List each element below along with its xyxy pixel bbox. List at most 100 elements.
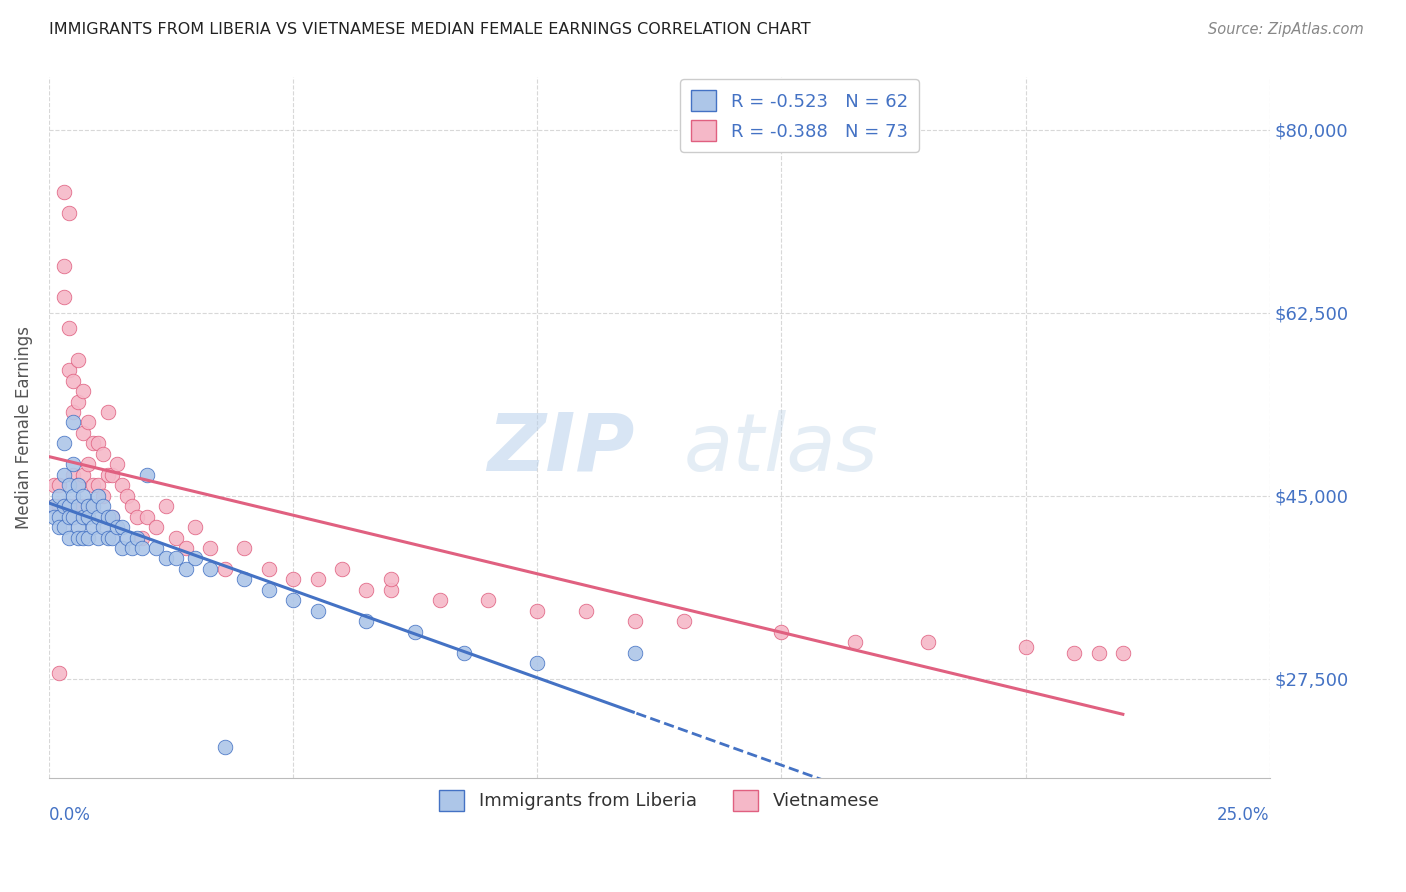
Point — [42, 499, 65, 513]
Point — [48, 509, 70, 524]
Point — [380, 582, 402, 597]
Point — [52, 436, 75, 450]
Point — [42, 499, 65, 513]
Point — [624, 646, 647, 660]
Point — [526, 604, 548, 618]
Text: 25.0%: 25.0% — [1218, 806, 1270, 824]
Point — [72, 467, 94, 482]
Point — [62, 499, 84, 513]
Point — [174, 562, 197, 576]
Point — [87, 509, 110, 524]
Point — [214, 739, 236, 754]
Point — [58, 499, 80, 513]
Point — [91, 520, 114, 534]
Point — [72, 489, 94, 503]
Point — [281, 572, 304, 586]
Point — [97, 509, 120, 524]
Point — [48, 666, 70, 681]
Point — [121, 499, 143, 513]
Point — [198, 541, 221, 555]
Point — [82, 520, 104, 534]
Point — [91, 489, 114, 503]
Point — [52, 499, 75, 513]
Text: Source: ZipAtlas.com: Source: ZipAtlas.com — [1208, 22, 1364, 37]
Point — [233, 541, 256, 555]
Point — [111, 520, 134, 534]
Point — [72, 499, 94, 513]
Point — [198, 562, 221, 576]
Point — [115, 531, 138, 545]
Point — [87, 531, 110, 545]
Point — [52, 520, 75, 534]
Point — [62, 489, 84, 503]
Point — [72, 425, 94, 440]
Point — [77, 416, 100, 430]
Point — [82, 436, 104, 450]
Point — [82, 499, 104, 513]
Point — [155, 551, 177, 566]
Point — [135, 509, 157, 524]
Point — [91, 499, 114, 513]
Point — [87, 489, 110, 503]
Point — [165, 531, 187, 545]
Point — [257, 582, 280, 597]
Point — [48, 478, 70, 492]
Point — [575, 604, 598, 618]
Point — [174, 541, 197, 555]
Point — [125, 509, 148, 524]
Point — [52, 259, 75, 273]
Point — [72, 384, 94, 398]
Point — [105, 520, 128, 534]
Point — [97, 467, 120, 482]
Point — [77, 531, 100, 545]
Point — [453, 646, 475, 660]
Point — [1063, 646, 1085, 660]
Point — [42, 509, 65, 524]
Point — [97, 405, 120, 419]
Point — [48, 499, 70, 513]
Point — [307, 604, 329, 618]
Point — [380, 572, 402, 586]
Point — [58, 321, 80, 335]
Point — [184, 520, 207, 534]
Point — [111, 541, 134, 555]
Point — [105, 458, 128, 472]
Point — [356, 582, 378, 597]
Point — [330, 562, 353, 576]
Point — [101, 531, 124, 545]
Point — [477, 593, 499, 607]
Y-axis label: Median Female Earnings: Median Female Earnings — [15, 326, 32, 529]
Point — [111, 478, 134, 492]
Point — [101, 509, 124, 524]
Point — [145, 520, 167, 534]
Point — [62, 374, 84, 388]
Point — [917, 635, 939, 649]
Point — [58, 478, 80, 492]
Point — [131, 531, 153, 545]
Point — [67, 352, 90, 367]
Point — [87, 436, 110, 450]
Text: ZIP: ZIP — [488, 409, 636, 488]
Point — [125, 531, 148, 545]
Point — [526, 656, 548, 670]
Point — [42, 478, 65, 492]
Point — [77, 499, 100, 513]
Point — [62, 405, 84, 419]
Point — [67, 478, 90, 492]
Point — [67, 394, 90, 409]
Point — [58, 531, 80, 545]
Point — [52, 499, 75, 513]
Point — [429, 593, 451, 607]
Point — [72, 531, 94, 545]
Text: atlas: atlas — [683, 409, 879, 488]
Point — [145, 541, 167, 555]
Point — [62, 416, 84, 430]
Point — [58, 206, 80, 220]
Point — [91, 447, 114, 461]
Point — [770, 624, 793, 639]
Point — [67, 478, 90, 492]
Point — [72, 509, 94, 524]
Point — [184, 551, 207, 566]
Point — [356, 614, 378, 628]
Point — [1112, 646, 1135, 660]
